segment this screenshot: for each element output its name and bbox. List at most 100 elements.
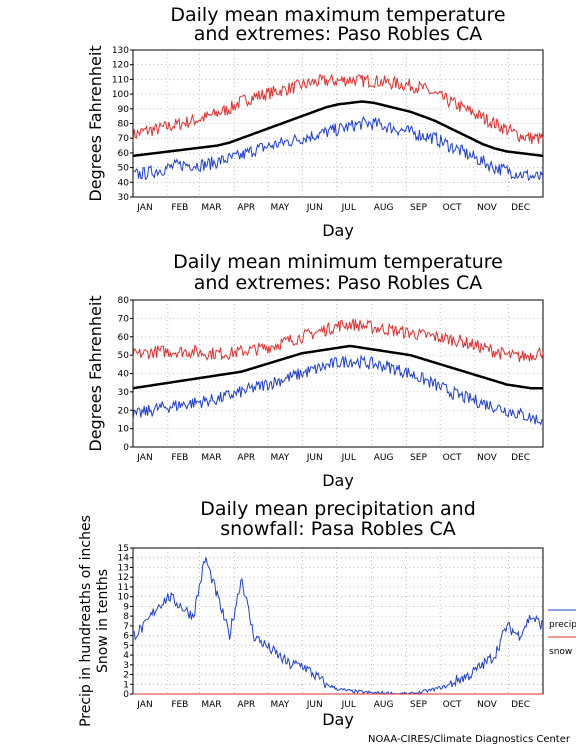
precip-ytick-label: 5 <box>123 641 129 651</box>
precip-ytick-label: 2 <box>123 671 129 681</box>
min-xtick-label-dec: DEC <box>511 453 530 463</box>
min-xtick-label-jun: JUN <box>306 453 323 463</box>
precip-legend: precip snow <box>548 609 576 657</box>
precip-x-axis-label: Day <box>322 710 354 729</box>
max-xtick-label-dec: DEC <box>511 203 530 213</box>
min-xtick-label-feb: FEB <box>171 453 188 463</box>
precip-xtick-label-feb: FEB <box>171 700 188 710</box>
max-ytick-label: 60 <box>118 149 130 159</box>
max-ytick-label: 100 <box>112 90 129 100</box>
precip-title-line-2: snowfall: Pasa Robles CA <box>220 518 455 540</box>
min-xtick-label-aug: AUG <box>374 453 394 463</box>
min-xtick-label-apr: APR <box>237 453 255 463</box>
min-ytick-label: 70 <box>118 314 130 324</box>
precip-ytick-label: 0 <box>123 690 129 700</box>
min-ytick-label: 50 <box>118 351 130 361</box>
max-xtick-label-apr: APR <box>237 203 255 213</box>
max-xtick-label-jan: JAN <box>136 203 152 213</box>
max-title-line-1: Daily mean maximum temperature <box>170 4 505 26</box>
min-ytick-label: 40 <box>118 370 130 380</box>
max-ytick-label: 120 <box>112 61 129 71</box>
precip-ytick-label: 10 <box>118 593 130 603</box>
precip-title-line-1: Daily mean precipitation and <box>200 498 476 520</box>
source-credit: NOAA-CIRES/Climate Diagnostics Center <box>368 734 571 745</box>
max-xtick-label-sep: SEP <box>410 203 427 213</box>
max-series-mean-line <box>132 100 544 158</box>
precip-ytick-label: 4 <box>123 651 129 661</box>
min-series-lower-line <box>132 354 544 426</box>
precip-ytick-label: 13 <box>118 563 129 573</box>
max-series-lower-line <box>132 115 544 182</box>
min-title-line-1: Daily mean minimum temperature <box>173 251 503 273</box>
precip-ytick-label: 14 <box>118 554 130 564</box>
precip-xtick-label-jan: JAN <box>136 700 152 710</box>
precip-y-axis-label-1: Precip in hundreaths of inches <box>78 515 94 727</box>
min-xtick-label-oct: OCT <box>443 453 462 463</box>
precip-ytick-label: 8 <box>123 612 129 622</box>
precip-xtick-label-oct: OCT <box>443 700 462 710</box>
max-xtick-label-may: MAY <box>271 203 290 213</box>
max-ytick-label: 90 <box>118 105 130 115</box>
max-series-upper-line <box>132 73 544 145</box>
min-title-line-2: and extremes: Paso Robles CA <box>194 272 482 294</box>
max-ytick-label: 80 <box>118 120 130 130</box>
max-ytick-label: 130 <box>112 46 129 56</box>
precip-ytick-label: 11 <box>118 583 129 593</box>
min-ytick-label: 30 <box>118 388 130 398</box>
precip-xtick-label-jun: JUN <box>306 700 323 710</box>
min-xtick-label-mar: MAR <box>201 453 221 463</box>
min-series-mean-line <box>132 344 543 390</box>
max-xtick-label-jun: JUN <box>306 203 323 213</box>
precip-xtick-label-jul: JUL <box>341 700 356 710</box>
precip-xtick-label-dec: DEC <box>511 700 530 710</box>
precip-xtick-label-nov: NOV <box>477 700 498 710</box>
min-ytick-label: 80 <box>118 296 130 306</box>
max-title-line-2: and extremes: Paso Robles CA <box>194 23 482 45</box>
min-series-upper-line <box>132 318 544 363</box>
max-ytick-label: 30 <box>118 193 130 203</box>
precip-ytick-label: 1 <box>123 680 129 690</box>
precip-ytick-label: 9 <box>123 602 129 612</box>
max-ytick-label: 70 <box>118 134 130 144</box>
precip-xtick-label-apr: APR <box>237 700 255 710</box>
max-y-axis-label: Degrees Fahrenheit <box>86 45 105 201</box>
max-xtick-label-feb: FEB <box>171 203 188 213</box>
max-ytick-label: 110 <box>112 75 129 85</box>
precip-y-axis-label-2: Snow in tenths <box>95 569 111 673</box>
precip-xtick-label-sep: SEP <box>410 700 427 710</box>
precip-xtick-label-mar: MAR <box>201 700 221 710</box>
min-ytick-label: 10 <box>118 425 130 435</box>
precip-ytick-label: 6 <box>123 632 129 642</box>
legend-label-snow: snow <box>549 647 572 657</box>
min-ytick-label: 60 <box>118 333 130 343</box>
min-xtick-label-sep: SEP <box>410 453 427 463</box>
precip-ytick-label: 3 <box>123 661 129 671</box>
min-xtick-label-may: MAY <box>271 453 290 463</box>
precip-xtick-label-aug: AUG <box>374 700 394 710</box>
precip-ytick-label: 7 <box>123 622 129 632</box>
legend-label-precip: precip <box>549 620 576 630</box>
max-x-axis-label: Day <box>322 221 354 240</box>
min-x-axis-label: Day <box>322 471 354 490</box>
max-xtick-label-mar: MAR <box>201 203 221 213</box>
precip-grid <box>132 547 543 695</box>
max-ytick-label: 40 <box>118 178 130 188</box>
max-xtick-label-oct: OCT <box>443 203 462 213</box>
max-xtick-label-jul: JUL <box>341 203 356 213</box>
precip-series-precip-line <box>132 557 544 695</box>
min-ytick-label: 20 <box>118 406 130 416</box>
precip-plot-frame <box>132 547 544 695</box>
min-xtick-label-jul: JUL <box>341 453 356 463</box>
min-xtick-label-jan: JAN <box>136 453 152 463</box>
min-ytick-label: 0 <box>123 443 129 453</box>
precip-xtick-label-may: MAY <box>271 700 290 710</box>
min-xtick-label-nov: NOV <box>477 453 498 463</box>
precip-ytick-label: 15 <box>118 544 129 554</box>
max-ytick-label: 50 <box>118 164 130 174</box>
precip-ytick-label: 12 <box>118 573 129 583</box>
max-xtick-label-nov: NOV <box>477 203 498 213</box>
